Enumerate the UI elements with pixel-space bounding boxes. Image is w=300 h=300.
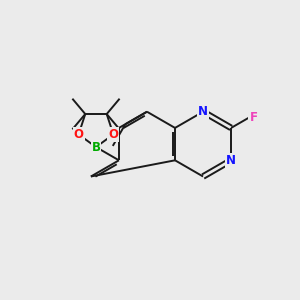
Text: O: O [108, 128, 118, 141]
Text: O: O [74, 128, 84, 141]
Text: B: B [92, 141, 100, 154]
Text: N: N [226, 154, 236, 167]
Text: N: N [198, 105, 208, 118]
Text: F: F [249, 111, 257, 124]
